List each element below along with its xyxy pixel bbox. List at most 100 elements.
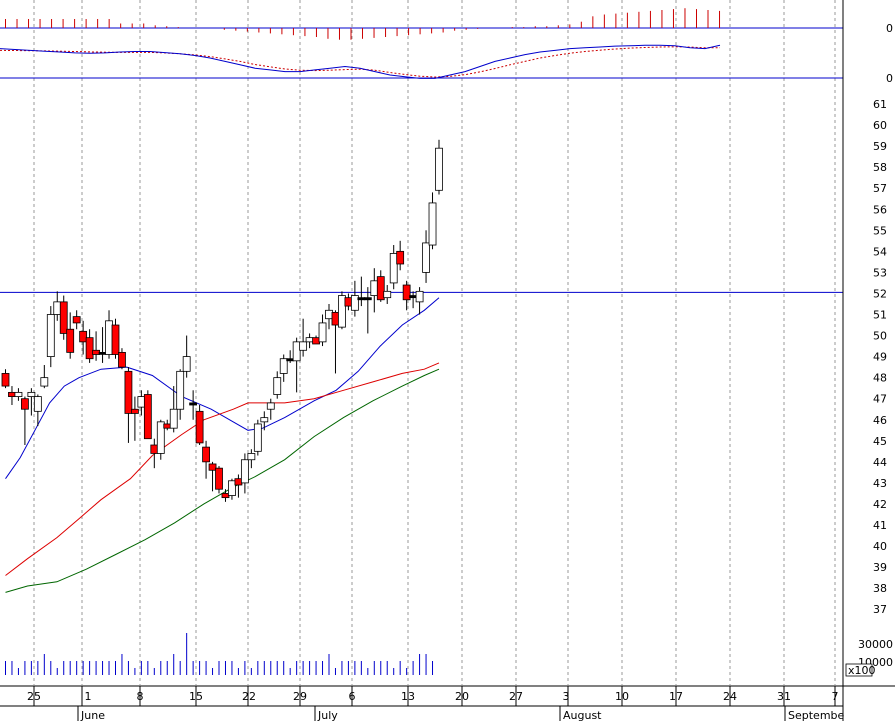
candle-body [1,373,10,387]
price-tick-label: 61 [873,98,887,111]
price-tick-label: 57 [873,182,887,195]
candle-body [79,330,88,343]
candle-body [266,402,275,410]
candle-body [98,351,107,355]
candle-body [130,408,139,414]
candle-body [27,391,36,397]
candle-body [299,341,308,351]
candle-body [331,311,340,326]
candle-body [143,394,152,440]
candle-body [344,297,353,307]
price-tick-label: 51 [873,309,887,322]
price-tick-label: 39 [873,561,887,574]
candle-body [92,349,100,355]
volume-unit-label: x100 [848,664,876,677]
candle-body [53,301,62,315]
candle-body [189,402,198,406]
candle-body [370,280,379,296]
candle-body [21,398,29,410]
day-tick-label: 22 [242,690,256,703]
month-label: Septembe [788,709,845,721]
candle-body [325,309,333,320]
macd-line [0,44,721,79]
candle-body [312,337,320,345]
candle-body [118,351,126,368]
grid-lines [0,0,843,685]
candle-body [85,337,94,360]
price-tick-label: 49 [873,351,887,364]
price-tick-label: 53 [873,266,887,279]
month-label: July [317,709,338,721]
candle-body [247,453,256,461]
candle-body [215,467,223,490]
candle-body [195,410,204,444]
price-tick-label: 44 [873,456,887,469]
price-tick-label: 50 [873,330,887,343]
price-tick-label: 47 [873,393,887,406]
candle-body [253,423,262,452]
price-tick-label: 41 [873,519,887,532]
price-tick-label: 38 [873,582,887,595]
price-tick-label: 55 [873,224,887,237]
candle-body [124,370,133,414]
candle-body [409,295,418,299]
candle-body [292,341,301,362]
price-tick-label: 48 [873,372,887,385]
candle-body [33,396,42,412]
price-tick-label: 52 [873,287,887,300]
candle-body [357,297,366,301]
candle-body [402,284,411,301]
candlesticks [1,139,443,502]
price-tick-label: 56 [873,203,887,216]
candle-body [389,253,398,284]
macd-hist-zero-label: 0 [886,22,893,35]
candle-body [286,358,295,362]
candle-body [260,417,269,423]
price-tick-label: 45 [873,435,887,448]
moving-average-ma_short [5,297,440,479]
candle-body [234,478,243,486]
candle-body [305,337,314,343]
candle-body [363,297,372,301]
macd-panel [0,8,843,79]
price-tick-label: 59 [873,140,887,153]
candle-body [208,463,217,471]
candle-body [273,377,282,395]
candle-body [182,356,191,372]
candle-body [137,396,146,408]
price-tick-label: 54 [873,245,887,258]
price-tick-label: 46 [873,414,887,427]
candle-body [279,358,288,374]
candle-body [415,290,424,303]
price-tick-label: 42 [873,498,887,511]
volume-panel [5,633,434,675]
macd-zero-label: 0 [886,72,893,85]
candle-body [228,480,236,496]
month-label: June [80,709,105,721]
candle-body [422,242,430,273]
candle-body [383,290,392,299]
candle-body [46,314,55,357]
candle-body [202,446,210,463]
day-tick-label: 1 [85,690,92,703]
candle-body [66,328,75,353]
candle-body [338,295,346,328]
price-tick-label: 43 [873,477,887,490]
day-tick-label: 3 [563,690,570,703]
moving-average-ma_mid [5,362,440,576]
candle-body [111,324,120,355]
candle-body [221,493,230,499]
candle-body [14,391,23,397]
month-label: August [563,709,602,721]
candle-body [105,320,113,355]
price-tick-label: 58 [873,161,887,174]
candle-body [8,391,16,397]
price-tick-label: 60 [873,119,887,132]
candle-body [72,316,81,324]
candle-body [396,250,405,265]
volume-tick-label: 30000 [858,638,893,651]
candle-body [156,421,165,454]
candle-body [150,444,159,454]
